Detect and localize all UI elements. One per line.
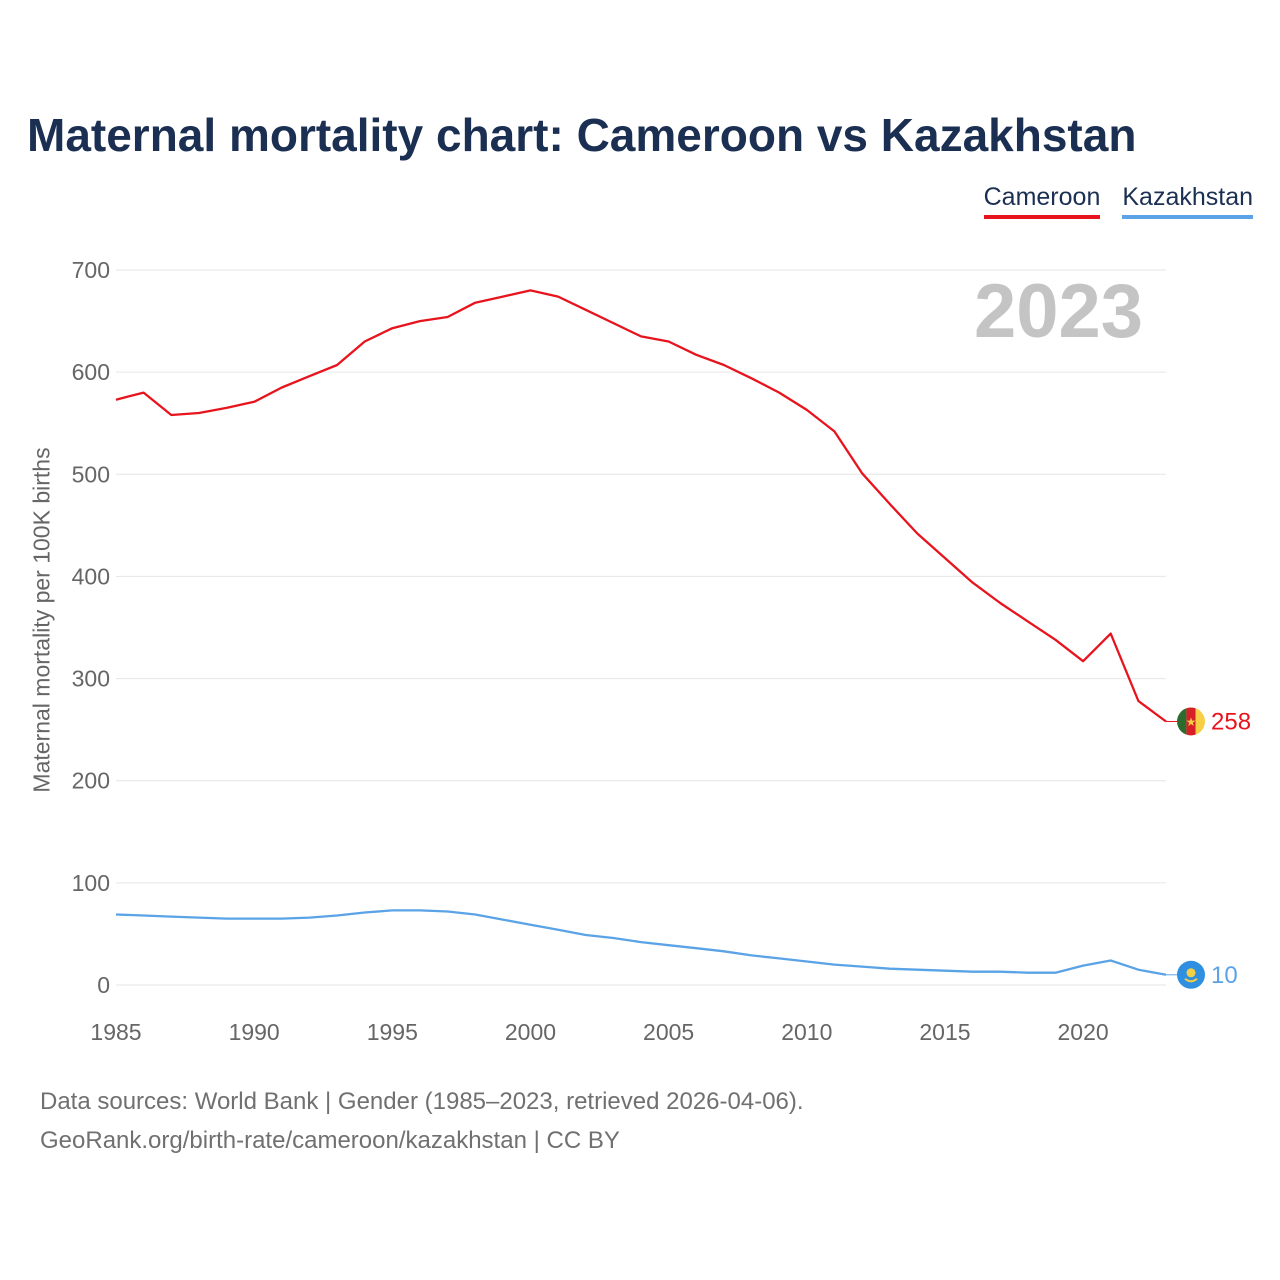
end-value-label-kazakhstan: 10 bbox=[1211, 962, 1238, 989]
y-tick-label-200: 200 bbox=[72, 768, 110, 794]
x-tick-label-1995: 1995 bbox=[367, 1019, 418, 1045]
series-end-markers: ★ 258 10 bbox=[1166, 707, 1251, 989]
legend-item-kazakhstan[interactable]: Kazakhstan bbox=[1122, 183, 1253, 219]
x-tick-label-1985: 1985 bbox=[90, 1019, 141, 1045]
svg-text:★: ★ bbox=[1186, 715, 1197, 729]
end-value-label-cameroon: 258 bbox=[1211, 708, 1251, 735]
x-tick-label-2020: 2020 bbox=[1058, 1019, 1109, 1045]
y-tick-label-700: 700 bbox=[72, 257, 110, 283]
x-tick-label-2010: 2010 bbox=[781, 1019, 832, 1045]
x-tick-label-2015: 2015 bbox=[919, 1019, 970, 1045]
footer-attribution: GeoRank.org/birth-rate/cameroon/kazakhst… bbox=[40, 1127, 620, 1154]
kazakhstan-flag-icon bbox=[1177, 960, 1205, 989]
x-axis-ticks: 1985 1990 1995 2000 2005 2010 2015 2020 bbox=[90, 1019, 1108, 1045]
chart-title: Maternal mortality chart: Cameroon vs Ka… bbox=[27, 109, 1137, 161]
cameroon-flag-icon: ★ bbox=[1177, 707, 1205, 736]
y-tick-label-0: 0 bbox=[97, 972, 110, 998]
grid-lines bbox=[116, 269, 1166, 986]
y-axis-ticks: 0 100 200 300 400 500 600 700 bbox=[72, 257, 110, 998]
y-tick-label-600: 600 bbox=[72, 359, 110, 385]
series-line-cameroon bbox=[115, 289, 1167, 723]
y-tick-label-400: 400 bbox=[72, 563, 110, 589]
y-tick-label-500: 500 bbox=[72, 461, 110, 487]
series-line-kazakhstan bbox=[115, 909, 1167, 976]
footer-sources: Data sources: World Bank | Gender (1985–… bbox=[40, 1088, 804, 1115]
series-lines bbox=[115, 289, 1167, 976]
legend-item-cameroon[interactable]: Cameroon bbox=[983, 183, 1101, 219]
year-stamp: 2023 bbox=[974, 269, 1144, 354]
y-tick-label-300: 300 bbox=[72, 666, 110, 692]
x-tick-label-1990: 1990 bbox=[229, 1019, 280, 1045]
legend: Cameroon Kazakhstan bbox=[983, 183, 1253, 219]
x-tick-label-2000: 2000 bbox=[505, 1019, 556, 1045]
x-tick-label-2005: 2005 bbox=[643, 1019, 694, 1045]
y-tick-label-100: 100 bbox=[72, 870, 110, 896]
